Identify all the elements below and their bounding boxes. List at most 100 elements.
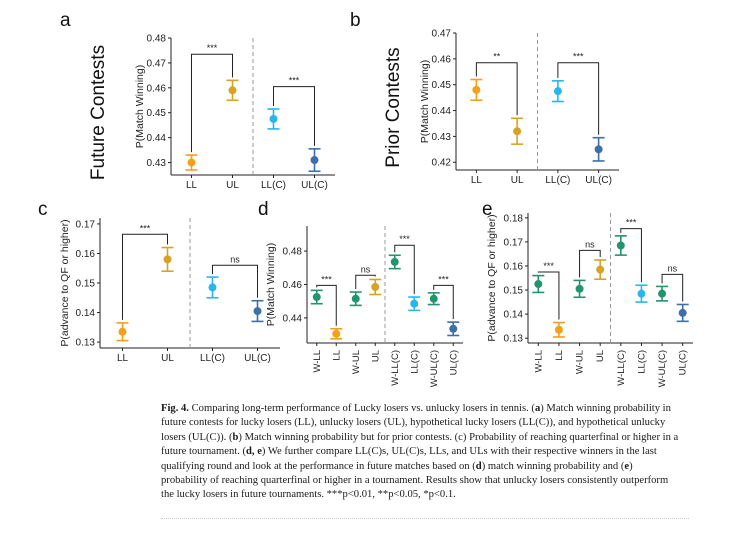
x-tick-label: W-LL [533, 350, 544, 373]
data-point [449, 324, 458, 333]
y-tick-label: 0.17 [504, 237, 524, 248]
x-tick-label: UL [595, 350, 606, 362]
caption-part: ) match winning probability and ( [481, 460, 625, 472]
x-tick-label: W-UL [575, 350, 586, 374]
figure-caption: Fig. 4. Comparing long-term performance … [161, 402, 681, 503]
x-tick-label: LL(C) [200, 353, 225, 364]
y-tick-label: 0.43 [432, 132, 452, 143]
y-tick-label: 0.47 [147, 58, 167, 69]
y-tick-label: 0.45 [432, 80, 452, 91]
panel-letter: b [350, 10, 361, 31]
y-axis-label: P(Match Winning) [134, 65, 146, 148]
data-point [658, 289, 667, 298]
y-tick-label: 0.15 [504, 286, 524, 297]
data-point [553, 87, 562, 96]
x-tick-label: W-LL [312, 350, 323, 373]
data-point [534, 280, 543, 289]
x-tick-label: W-UL(C) [429, 350, 440, 387]
significance-bracket [316, 284, 337, 326]
x-tick-label: W-LL(C) [616, 350, 627, 386]
significance-bracket [273, 86, 315, 146]
x-tick-label: UL(C) [585, 175, 612, 186]
significance-label: *** [321, 274, 332, 284]
significance-bracket [620, 228, 642, 283]
data-point [310, 156, 319, 165]
significance-label: *** [207, 43, 218, 53]
x-tick-label: W-UL [351, 350, 362, 374]
significance-label: *** [543, 261, 554, 271]
x-tick-label: W-LL(C) [390, 350, 401, 386]
data-point [429, 294, 438, 303]
x-tick-label: UL(C) [678, 350, 689, 375]
caption-body: Comparing long-term performance of Lucky… [161, 403, 678, 500]
x-tick-label: W-UL(C) [657, 350, 668, 387]
caption-part: d [475, 460, 482, 472]
significance-bracket [537, 271, 560, 320]
significance-bracket [212, 264, 258, 298]
y-tick-label: 0.45 [147, 108, 167, 119]
y-tick-label: 0.13 [76, 338, 96, 349]
significance-label: *** [438, 274, 449, 284]
y-tick-label: 0.46 [147, 83, 167, 94]
significance-bracket [122, 233, 168, 320]
x-tick-label: LL [554, 350, 565, 361]
x-tick-label: LL(C) [261, 180, 286, 191]
significance-bracket [394, 244, 415, 295]
caption-part: ) Match winning probability in future co… [161, 403, 671, 443]
x-tick-label: LL [117, 353, 129, 364]
x-tick-label: UL [226, 180, 239, 191]
significance-label: *** [399, 234, 410, 244]
data-point [253, 307, 262, 316]
panel-letter: a [60, 10, 71, 31]
y-tick-label: 0.13 [504, 334, 524, 345]
significance-label: *** [289, 76, 300, 86]
significance-label: *** [140, 223, 151, 233]
data-point [513, 127, 522, 136]
data-point [410, 299, 419, 308]
caption-divider [161, 518, 689, 519]
data-point [596, 265, 605, 274]
x-tick-label: UL(C) [448, 350, 459, 375]
y-tick-label: 0.42 [432, 158, 452, 169]
y-tick-label: 0.47 [432, 29, 452, 40]
panel-e: eP(advance to QF or higher) 0.13 0.14 0.15 0… [482, 199, 693, 387]
caption-part: ) We further compare LL(C)s, UL(C)s, LLs… [161, 446, 657, 472]
y-axis-label: P(advance to QF or higher) [59, 219, 71, 346]
panel-b: b Prior Contests P(Match Winning) 0.42 0.43 0… [350, 10, 619, 186]
y-tick-label: 0.44 [147, 133, 167, 144]
y-tick-label: 0.14 [504, 310, 524, 321]
y-tick-label: 0.46 [432, 54, 452, 65]
caption-part: ) probability of reaching quarterfinal o… [161, 460, 669, 501]
data-point [163, 255, 172, 264]
caption-part: b [232, 431, 239, 443]
caption-fig-label: Fig. 4. [161, 403, 189, 414]
y-axis-label: P(advance to QF or higher) [486, 214, 498, 341]
data-point [118, 327, 127, 336]
x-tick-label: LL [186, 180, 198, 191]
significance-label: *** [626, 218, 637, 228]
significance-label: *** [573, 52, 584, 62]
data-point [616, 241, 625, 250]
caption-part: e [624, 460, 630, 472]
x-tick-label: UL [370, 350, 381, 362]
panel-letter: e [482, 199, 493, 220]
caption-part: Comparing long-term performance of Lucky… [188, 403, 535, 414]
data-point [269, 114, 278, 123]
significance-label: ns [361, 264, 371, 274]
panel-title: Prior Contests [383, 47, 404, 167]
significance-bracket [557, 62, 600, 135]
y-tick-label: 0.15 [76, 279, 96, 290]
panel-letter: d [258, 199, 269, 220]
significance-label: ** [493, 52, 501, 62]
y-axis-label: P(Match Winning) [419, 60, 431, 143]
data-point [371, 283, 380, 292]
panel-a: a Future Contests P(Match Winning)0.43 0.44… [60, 10, 335, 191]
data-point [228, 86, 237, 95]
y-tick-label: 0.14 [76, 308, 96, 319]
x-tick-label: UL [511, 175, 524, 186]
x-tick-label: LL(C) [636, 350, 647, 374]
data-point [332, 329, 341, 338]
significance-bracket [433, 284, 454, 320]
significance-label: ns [668, 263, 678, 273]
